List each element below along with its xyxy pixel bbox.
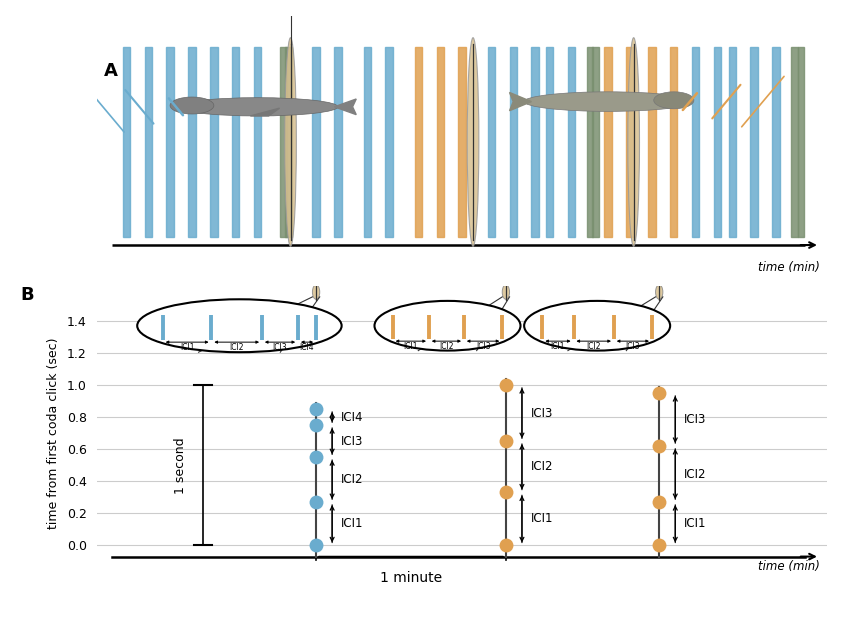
Ellipse shape <box>654 92 694 109</box>
Bar <box>791 47 798 237</box>
Ellipse shape <box>524 92 692 111</box>
Bar <box>714 47 722 237</box>
Text: ICI3: ICI3 <box>684 413 706 426</box>
Text: ICI3: ICI3 <box>273 343 287 353</box>
Text: ICI2: ICI2 <box>341 473 364 486</box>
Bar <box>386 47 392 237</box>
Polygon shape <box>251 108 279 116</box>
Text: ICI3: ICI3 <box>341 435 363 448</box>
Ellipse shape <box>312 285 320 299</box>
Text: 1 second: 1 second <box>174 437 187 494</box>
Bar <box>122 47 130 237</box>
Text: ICI1: ICI1 <box>531 512 553 525</box>
Text: ICI4: ICI4 <box>341 410 364 424</box>
Bar <box>532 47 538 237</box>
Bar <box>285 47 292 237</box>
Text: ICI1: ICI1 <box>403 342 418 351</box>
Text: ICI1: ICI1 <box>550 342 565 351</box>
Bar <box>334 47 342 237</box>
Bar <box>436 47 444 237</box>
Bar <box>670 47 678 237</box>
Text: ICI2: ICI2 <box>684 468 706 481</box>
Bar <box>568 47 576 237</box>
Ellipse shape <box>468 38 479 247</box>
Bar <box>510 47 517 237</box>
Text: ICI4: ICI4 <box>300 343 314 353</box>
Bar <box>626 47 634 237</box>
Text: ICI3: ICI3 <box>531 407 553 420</box>
Text: time (min): time (min) <box>758 560 820 573</box>
Text: 1 minute: 1 minute <box>380 571 442 585</box>
Ellipse shape <box>502 285 510 299</box>
Bar <box>728 47 736 237</box>
Bar <box>592 47 599 237</box>
Bar <box>458 47 466 237</box>
Text: ICI3: ICI3 <box>476 342 490 351</box>
Bar <box>692 47 700 237</box>
Text: B: B <box>20 286 34 304</box>
Polygon shape <box>334 99 356 115</box>
Text: ICI3: ICI3 <box>625 342 641 351</box>
Ellipse shape <box>656 285 663 299</box>
Bar <box>232 47 240 237</box>
Bar <box>312 47 320 237</box>
Bar <box>546 47 554 237</box>
Polygon shape <box>510 93 532 111</box>
Bar <box>798 47 804 237</box>
Text: A: A <box>105 63 118 81</box>
Text: ICI2: ICI2 <box>230 343 244 353</box>
Text: ICI2: ICI2 <box>439 342 453 351</box>
Bar <box>648 47 656 237</box>
Ellipse shape <box>524 301 670 351</box>
Bar <box>144 47 152 237</box>
Text: ICI1: ICI1 <box>684 517 706 530</box>
Ellipse shape <box>375 301 521 351</box>
Bar <box>772 47 780 237</box>
Bar <box>587 47 593 237</box>
Text: ICI1: ICI1 <box>341 517 364 530</box>
Bar <box>280 47 286 237</box>
Bar <box>210 47 218 237</box>
Ellipse shape <box>170 97 214 114</box>
Bar <box>414 47 422 237</box>
Ellipse shape <box>138 299 342 352</box>
Y-axis label: time from first coda click (sec): time from first coda click (sec) <box>46 337 60 529</box>
Text: ICI2: ICI2 <box>531 460 553 473</box>
Ellipse shape <box>284 38 296 247</box>
Bar <box>488 47 495 237</box>
Ellipse shape <box>177 97 338 116</box>
Text: ICI2: ICI2 <box>587 342 601 351</box>
Ellipse shape <box>628 38 640 247</box>
Bar <box>254 47 262 237</box>
Bar <box>166 47 174 237</box>
Text: ICI1: ICI1 <box>180 343 194 353</box>
Bar <box>188 47 196 237</box>
Bar <box>364 47 371 237</box>
Text: time (min): time (min) <box>758 261 820 274</box>
Bar <box>604 47 612 237</box>
Bar <box>750 47 758 237</box>
